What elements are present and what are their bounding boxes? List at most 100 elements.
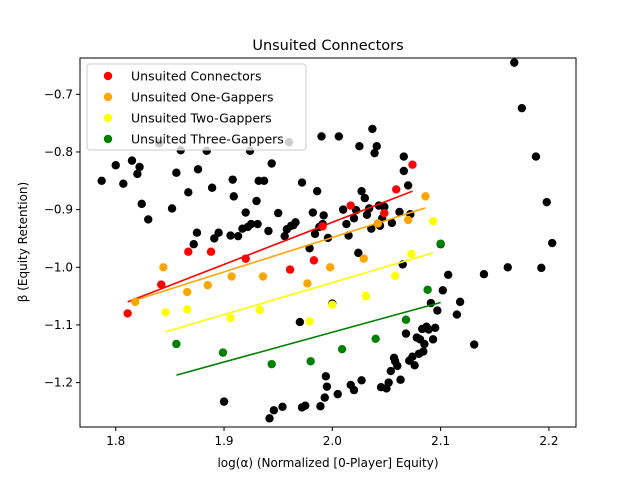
series-point	[157, 280, 166, 289]
series-point	[380, 208, 389, 218]
series-point	[255, 305, 264, 315]
data-point	[310, 229, 320, 239]
x-axis-label: log(α) (Normalized [0-Player] Equity)	[217, 456, 438, 470]
series-point	[361, 291, 371, 301]
data-point	[479, 270, 489, 279]
data-point	[420, 339, 429, 349]
series-point	[123, 309, 132, 318]
data-point	[357, 376, 366, 385]
data-point	[387, 218, 397, 228]
data-point	[547, 238, 557, 248]
data-point	[184, 188, 193, 197]
trend-line	[176, 301, 441, 376]
x-tick-label: 2.2	[539, 434, 558, 448]
series-point	[172, 339, 181, 349]
data-point	[393, 361, 402, 371]
series-point	[309, 256, 319, 265]
data-point	[452, 310, 462, 319]
y-tick-label: −1.1	[44, 318, 73, 332]
data-point	[349, 385, 359, 395]
series-point	[407, 249, 416, 259]
data-point	[167, 204, 177, 213]
data-point	[312, 186, 322, 196]
series-point	[267, 359, 276, 369]
series-point	[258, 272, 268, 281]
series-point	[226, 313, 235, 323]
data-point	[428, 335, 438, 344]
y-tick-label: −1.2	[44, 376, 73, 390]
data-point	[438, 286, 447, 295]
series-point	[346, 201, 355, 210]
x-tick-label: 2.0	[323, 434, 342, 448]
trend-line	[165, 252, 434, 333]
data-point	[144, 215, 153, 224]
data-point	[424, 325, 433, 334]
legend-label: Unsuited Three-Gappers	[131, 132, 284, 147]
data-point	[278, 402, 287, 412]
data-point	[455, 297, 465, 307]
data-point	[322, 382, 332, 391]
data-point	[357, 186, 366, 196]
data-point	[172, 168, 181, 177]
data-point	[219, 397, 229, 406]
x-axis-ticks: 1.8 1.9 2.0 2.1 2.2	[106, 427, 558, 448]
data-point	[338, 205, 348, 214]
data-point	[319, 211, 328, 220]
series-point	[241, 254, 250, 263]
legend-marker	[103, 113, 113, 123]
data-point	[253, 219, 262, 229]
series-point	[408, 160, 417, 169]
y-tick-label: −0.7	[44, 87, 73, 101]
series-point	[303, 279, 312, 288]
series-point	[203, 280, 212, 290]
data-point	[386, 366, 396, 376]
data-point	[226, 231, 235, 240]
series-point	[390, 271, 400, 281]
series-point	[337, 344, 347, 354]
data-point	[321, 372, 331, 381]
data-point	[396, 375, 405, 384]
legend: Unsuited Connectors Unsuited One-Gappers U…	[86, 63, 307, 151]
data-point	[228, 175, 237, 184]
data-point	[410, 361, 419, 370]
legend-label: Unsuited Two-Gappers	[131, 111, 272, 126]
data-point	[291, 218, 300, 227]
data-point	[362, 210, 372, 220]
legend-label: Unsuited Connectors	[131, 69, 261, 84]
legend-marker	[103, 92, 113, 102]
data-point	[333, 389, 342, 399]
data-point	[317, 132, 326, 141]
data-point	[384, 378, 393, 387]
data-point	[401, 329, 411, 338]
data-point	[537, 263, 546, 273]
data-point	[137, 199, 146, 209]
data-point	[267, 159, 276, 168]
y-tick-label: −0.9	[44, 203, 73, 217]
data-point	[510, 58, 519, 67]
data-point	[503, 263, 512, 272]
data-point	[380, 202, 389, 211]
data-point	[264, 226, 273, 236]
data-point	[308, 208, 318, 217]
series-point	[318, 222, 327, 231]
data-point	[297, 178, 307, 187]
series-point	[401, 315, 411, 324]
background-points	[97, 58, 557, 423]
series-point	[184, 247, 193, 256]
series-point	[305, 317, 314, 326]
data-point	[192, 228, 202, 237]
legend-marker	[103, 71, 113, 81]
trend-line	[127, 190, 413, 303]
series-point	[421, 192, 430, 201]
data-point	[269, 406, 279, 415]
series-point	[306, 357, 315, 366]
series-point	[373, 219, 383, 228]
data-point	[241, 208, 250, 217]
data-point	[517, 103, 527, 113]
series-point	[161, 308, 170, 317]
data-point	[119, 179, 128, 188]
series-point	[359, 254, 368, 263]
data-point	[97, 176, 106, 186]
data-point	[360, 193, 370, 203]
series-point	[131, 297, 140, 307]
